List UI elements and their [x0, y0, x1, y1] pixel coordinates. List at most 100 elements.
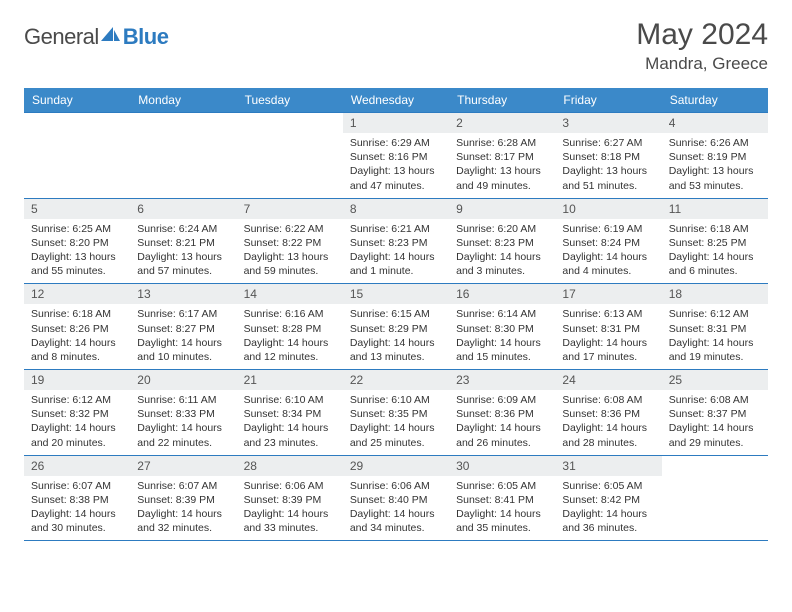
day-details: Sunrise: 6:14 AMSunset: 8:30 PMDaylight:…	[449, 304, 555, 369]
day-number: 20	[130, 370, 236, 390]
day-details: Sunrise: 6:07 AMSunset: 8:38 PMDaylight:…	[24, 476, 130, 541]
day-details: Sunrise: 6:12 AMSunset: 8:31 PMDaylight:…	[662, 304, 768, 369]
calendar-cell: 16Sunrise: 6:14 AMSunset: 8:30 PMDayligh…	[449, 284, 555, 370]
day-number: 29	[343, 456, 449, 476]
calendar-cell: 22Sunrise: 6:10 AMSunset: 8:35 PMDayligh…	[343, 370, 449, 456]
day-header: Friday	[555, 88, 661, 113]
day-number: 27	[130, 456, 236, 476]
calendar-cell: 31Sunrise: 6:05 AMSunset: 8:42 PMDayligh…	[555, 455, 661, 541]
location: Mandra, Greece	[636, 54, 768, 74]
calendar-week: 12Sunrise: 6:18 AMSunset: 8:26 PMDayligh…	[24, 284, 768, 370]
day-details: Sunrise: 6:08 AMSunset: 8:36 PMDaylight:…	[555, 390, 661, 455]
day-details: Sunrise: 6:28 AMSunset: 8:17 PMDaylight:…	[449, 133, 555, 198]
day-number: 11	[662, 199, 768, 219]
day-number: 26	[24, 456, 130, 476]
calendar-cell: 17Sunrise: 6:13 AMSunset: 8:31 PMDayligh…	[555, 284, 661, 370]
day-details: Sunrise: 6:26 AMSunset: 8:19 PMDaylight:…	[662, 133, 768, 198]
calendar-cell: 26Sunrise: 6:07 AMSunset: 8:38 PMDayligh…	[24, 455, 130, 541]
day-number: 10	[555, 199, 661, 219]
day-number: 17	[555, 284, 661, 304]
calendar-cell: 20Sunrise: 6:11 AMSunset: 8:33 PMDayligh…	[130, 370, 236, 456]
calendar-cell: 4Sunrise: 6:26 AMSunset: 8:19 PMDaylight…	[662, 113, 768, 199]
calendar-cell: 8Sunrise: 6:21 AMSunset: 8:23 PMDaylight…	[343, 198, 449, 284]
day-number: 9	[449, 199, 555, 219]
header: General Blue May 2024 Mandra, Greece	[24, 18, 768, 74]
calendar-cell	[24, 113, 130, 199]
calendar-cell: 29Sunrise: 6:06 AMSunset: 8:40 PMDayligh…	[343, 455, 449, 541]
calendar-week: 1Sunrise: 6:29 AMSunset: 8:16 PMDaylight…	[24, 113, 768, 199]
calendar-cell: 19Sunrise: 6:12 AMSunset: 8:32 PMDayligh…	[24, 370, 130, 456]
day-number: 30	[449, 456, 555, 476]
calendar-cell: 9Sunrise: 6:20 AMSunset: 8:23 PMDaylight…	[449, 198, 555, 284]
day-number: 21	[237, 370, 343, 390]
calendar-cell: 27Sunrise: 6:07 AMSunset: 8:39 PMDayligh…	[130, 455, 236, 541]
calendar-cell: 30Sunrise: 6:05 AMSunset: 8:41 PMDayligh…	[449, 455, 555, 541]
calendar-cell: 25Sunrise: 6:08 AMSunset: 8:37 PMDayligh…	[662, 370, 768, 456]
day-number: 14	[237, 284, 343, 304]
calendar-cell	[130, 113, 236, 199]
day-header: Sunday	[24, 88, 130, 113]
day-details: Sunrise: 6:22 AMSunset: 8:22 PMDaylight:…	[237, 219, 343, 284]
month-title: May 2024	[636, 18, 768, 52]
calendar-week: 19Sunrise: 6:12 AMSunset: 8:32 PMDayligh…	[24, 370, 768, 456]
day-number: 12	[24, 284, 130, 304]
day-number: 4	[662, 113, 768, 133]
day-number: 3	[555, 113, 661, 133]
day-number: 16	[449, 284, 555, 304]
calendar-cell: 2Sunrise: 6:28 AMSunset: 8:17 PMDaylight…	[449, 113, 555, 199]
calendar-cell: 7Sunrise: 6:22 AMSunset: 8:22 PMDaylight…	[237, 198, 343, 284]
day-details: Sunrise: 6:20 AMSunset: 8:23 PMDaylight:…	[449, 219, 555, 284]
day-details: Sunrise: 6:24 AMSunset: 8:21 PMDaylight:…	[130, 219, 236, 284]
brand-logo: General Blue	[24, 18, 168, 50]
calendar-cell: 10Sunrise: 6:19 AMSunset: 8:24 PMDayligh…	[555, 198, 661, 284]
calendar-cell: 23Sunrise: 6:09 AMSunset: 8:36 PMDayligh…	[449, 370, 555, 456]
day-number: 15	[343, 284, 449, 304]
day-details: Sunrise: 6:15 AMSunset: 8:29 PMDaylight:…	[343, 304, 449, 369]
day-header: Monday	[130, 88, 236, 113]
calendar-cell: 13Sunrise: 6:17 AMSunset: 8:27 PMDayligh…	[130, 284, 236, 370]
day-details: Sunrise: 6:07 AMSunset: 8:39 PMDaylight:…	[130, 476, 236, 541]
calendar-table: SundayMondayTuesdayWednesdayThursdayFrid…	[24, 88, 768, 541]
day-details: Sunrise: 6:10 AMSunset: 8:34 PMDaylight:…	[237, 390, 343, 455]
brand-part2: Blue	[123, 24, 169, 50]
day-number: 6	[130, 199, 236, 219]
day-details: Sunrise: 6:13 AMSunset: 8:31 PMDaylight:…	[555, 304, 661, 369]
day-details: Sunrise: 6:19 AMSunset: 8:24 PMDaylight:…	[555, 219, 661, 284]
day-details: Sunrise: 6:12 AMSunset: 8:32 PMDaylight:…	[24, 390, 130, 455]
day-details: Sunrise: 6:10 AMSunset: 8:35 PMDaylight:…	[343, 390, 449, 455]
calendar-cell: 3Sunrise: 6:27 AMSunset: 8:18 PMDaylight…	[555, 113, 661, 199]
day-details: Sunrise: 6:18 AMSunset: 8:25 PMDaylight:…	[662, 219, 768, 284]
day-details: Sunrise: 6:09 AMSunset: 8:36 PMDaylight:…	[449, 390, 555, 455]
day-details: Sunrise: 6:18 AMSunset: 8:26 PMDaylight:…	[24, 304, 130, 369]
day-number: 24	[555, 370, 661, 390]
day-number: 31	[555, 456, 661, 476]
day-header: Thursday	[449, 88, 555, 113]
day-details: Sunrise: 6:21 AMSunset: 8:23 PMDaylight:…	[343, 219, 449, 284]
day-details: Sunrise: 6:06 AMSunset: 8:40 PMDaylight:…	[343, 476, 449, 541]
day-details: Sunrise: 6:08 AMSunset: 8:37 PMDaylight:…	[662, 390, 768, 455]
day-number: 5	[24, 199, 130, 219]
calendar-cell	[237, 113, 343, 199]
day-number: 1	[343, 113, 449, 133]
day-number: 8	[343, 199, 449, 219]
calendar-cell: 12Sunrise: 6:18 AMSunset: 8:26 PMDayligh…	[24, 284, 130, 370]
day-number: 22	[343, 370, 449, 390]
calendar-cell: 18Sunrise: 6:12 AMSunset: 8:31 PMDayligh…	[662, 284, 768, 370]
calendar-cell: 15Sunrise: 6:15 AMSunset: 8:29 PMDayligh…	[343, 284, 449, 370]
brand-part1: General	[24, 24, 99, 50]
calendar-cell: 5Sunrise: 6:25 AMSunset: 8:20 PMDaylight…	[24, 198, 130, 284]
title-block: May 2024 Mandra, Greece	[636, 18, 768, 74]
calendar-body: 1Sunrise: 6:29 AMSunset: 8:16 PMDaylight…	[24, 113, 768, 541]
day-number: 18	[662, 284, 768, 304]
day-details: Sunrise: 6:27 AMSunset: 8:18 PMDaylight:…	[555, 133, 661, 198]
day-number: 13	[130, 284, 236, 304]
calendar-cell: 21Sunrise: 6:10 AMSunset: 8:34 PMDayligh…	[237, 370, 343, 456]
calendar-cell	[662, 455, 768, 541]
day-details: Sunrise: 6:05 AMSunset: 8:42 PMDaylight:…	[555, 476, 661, 541]
day-details: Sunrise: 6:17 AMSunset: 8:27 PMDaylight:…	[130, 304, 236, 369]
day-number: 2	[449, 113, 555, 133]
day-number: 28	[237, 456, 343, 476]
calendar-week: 5Sunrise: 6:25 AMSunset: 8:20 PMDaylight…	[24, 198, 768, 284]
day-header: Wednesday	[343, 88, 449, 113]
day-details: Sunrise: 6:11 AMSunset: 8:33 PMDaylight:…	[130, 390, 236, 455]
